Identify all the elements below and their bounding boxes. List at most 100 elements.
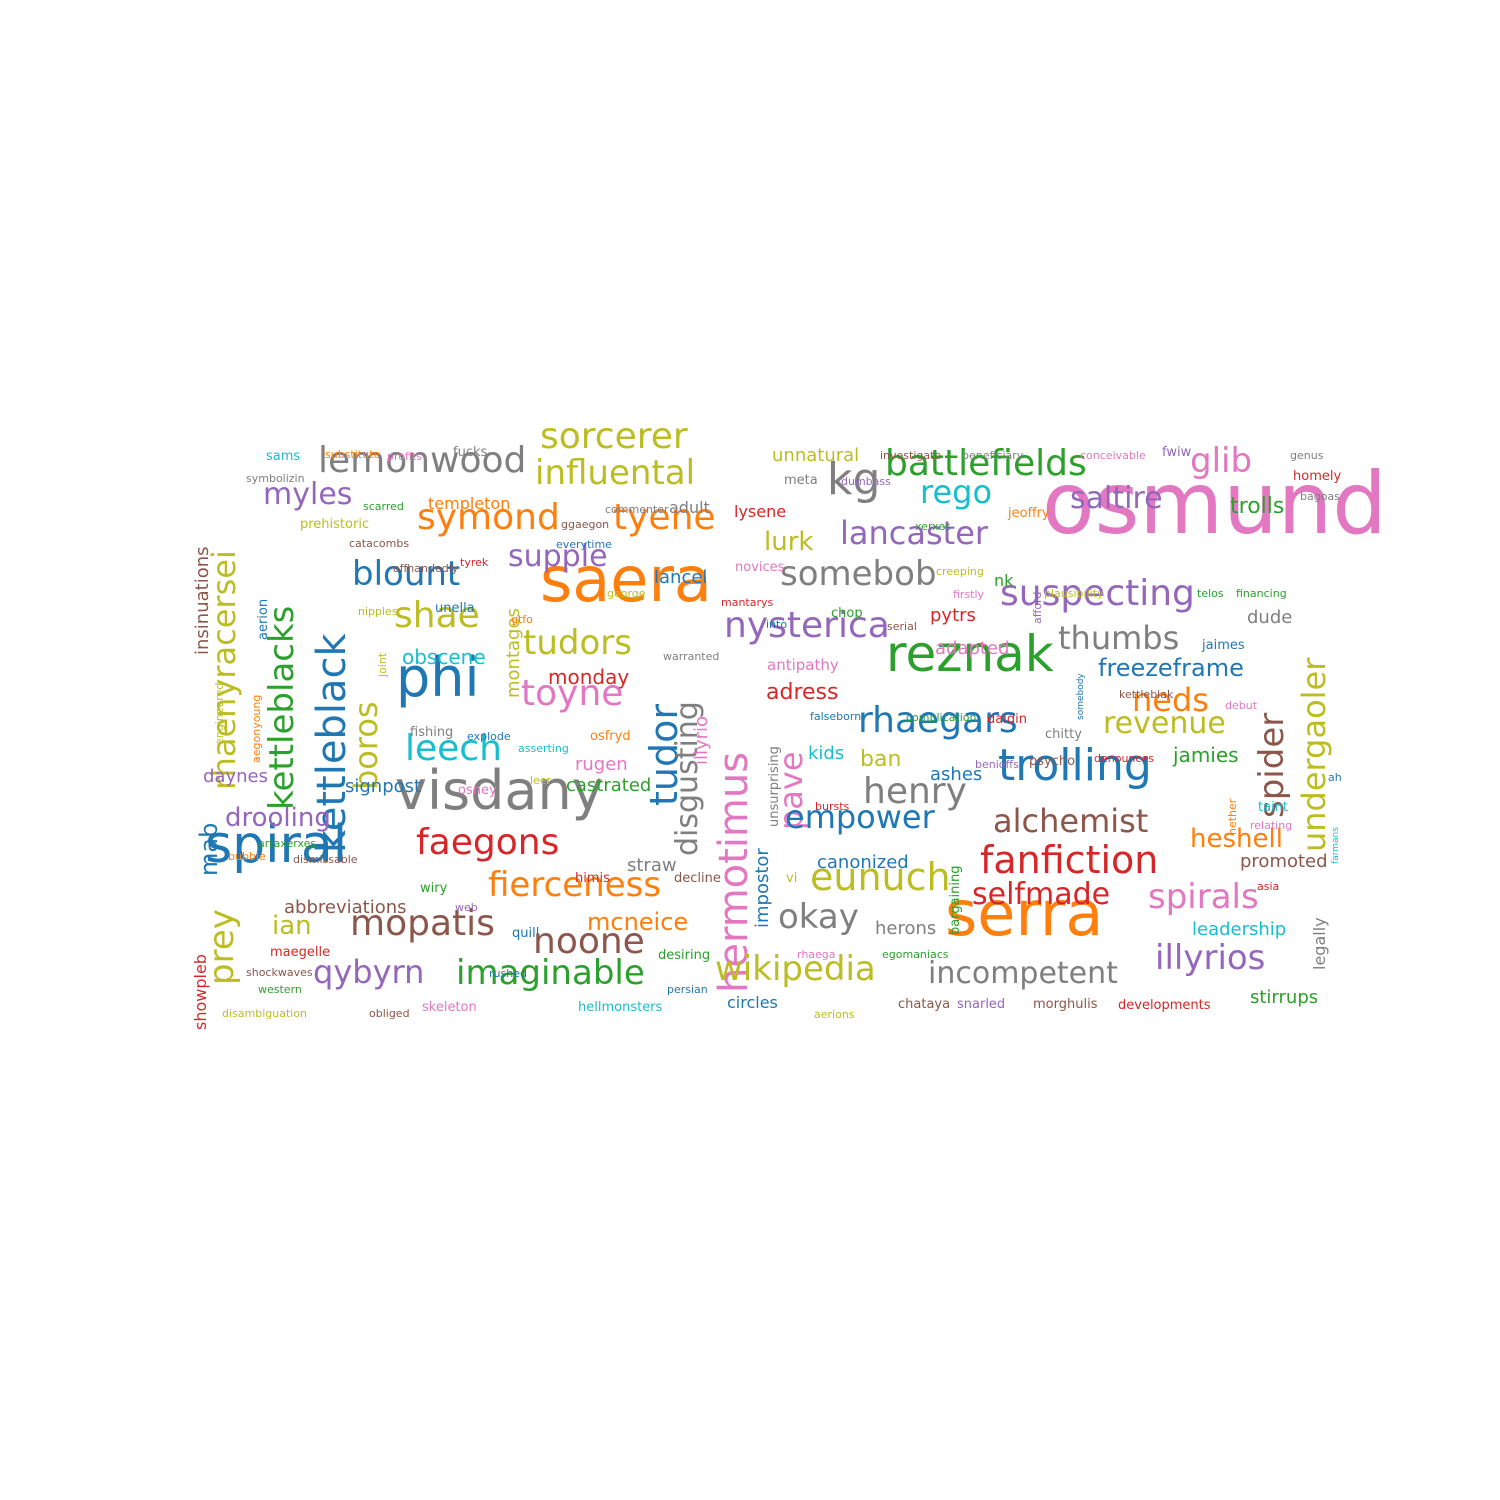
word-warranted: warranted	[663, 650, 720, 663]
word-nipples: nipples	[358, 605, 398, 618]
word-canonized: canonized	[817, 852, 909, 873]
word-farmans: farmans	[1331, 827, 1341, 864]
word-everytime: everytime	[556, 538, 612, 551]
word-spirals: spirals	[1148, 877, 1259, 917]
word-ban: ban	[860, 747, 902, 772]
word-neds: neds	[1132, 681, 1209, 719]
word-lancaster: lancaster	[840, 514, 989, 552]
word-joint: joint	[376, 652, 389, 677]
word-desiring: desiring	[658, 948, 711, 963]
word-saltire: saltire	[1070, 481, 1163, 516]
word-genus: genus	[1290, 449, 1324, 462]
word-maegelle: maegelle	[270, 945, 331, 960]
word-taint: taint	[1258, 800, 1289, 815]
word-leech: leech	[405, 728, 502, 769]
word-egomaniacs: egomaniacs	[882, 948, 949, 961]
word-aegonyoung: aegonyoung	[250, 694, 263, 763]
word-falseborn: falseborn	[810, 710, 862, 723]
word-investigate: investigate	[880, 449, 942, 462]
word-noone: noone	[533, 921, 645, 962]
word-into: into	[766, 618, 788, 631]
word-disambiguation: disambiguation	[222, 1007, 308, 1020]
word-somebob: somebob	[780, 554, 937, 594]
word-insinuations: insinuations	[192, 546, 213, 656]
word-meta: meta	[784, 473, 818, 488]
word-rhaegars: rhaegars	[858, 700, 1018, 741]
word-faegons: faegons	[416, 822, 560, 863]
word-reznak: reznak	[886, 625, 1054, 683]
word-shae: shae	[394, 595, 480, 636]
word-quill: quill	[512, 926, 540, 941]
word-visdany: visdany	[395, 759, 604, 822]
word-undergaoler: undergaoler	[1295, 657, 1333, 852]
word-prey: prey	[202, 909, 242, 985]
word-mab: mab	[195, 822, 223, 876]
word-somebody: somebody	[1076, 673, 1086, 720]
word-nether: nether	[1226, 798, 1239, 835]
word-ashes: ashes	[930, 764, 983, 785]
word-financing: financing	[1236, 587, 1287, 600]
word-tyene: tyene	[613, 497, 716, 538]
word-denounces: denounces	[1094, 752, 1154, 765]
word-hellmonsters: hellmonsters	[578, 1000, 663, 1015]
word-explode: explode	[467, 730, 511, 743]
word-symond: symond	[417, 497, 560, 538]
word-rugen: rugen	[575, 754, 628, 775]
word-telos: telos	[1197, 587, 1224, 600]
word-rego: rego	[920, 473, 993, 511]
word-vi: vi	[786, 871, 798, 886]
word-promoted: promoted	[1240, 851, 1328, 872]
word-saera: saera	[540, 543, 712, 616]
word-blount: blount	[352, 554, 461, 594]
word-templeton: templeton	[428, 494, 511, 513]
word-benioffs: benioffs	[975, 758, 1019, 771]
word-bagoas: bagoas	[1300, 490, 1340, 503]
word-bursts: bursts	[815, 800, 850, 813]
word-shockwaves: shockwaves	[246, 966, 313, 979]
word-osney: osney	[458, 783, 497, 798]
word-osfryd: osfryd	[590, 729, 631, 744]
word-nysterica: nysterica	[724, 605, 890, 646]
word-fierceness: fierceness	[488, 865, 662, 905]
word-incompetent: incompetent	[928, 956, 1118, 991]
word-asserting: asserting	[518, 742, 569, 755]
word-offhandedly: offhandedly	[393, 562, 459, 575]
word-afford: afford	[1031, 591, 1044, 624]
word-mopatis: mopatis	[350, 903, 495, 944]
word-developments: developments	[1118, 998, 1211, 1013]
word-mantarys: mantarys	[721, 596, 774, 609]
word-trolling: trolling	[998, 740, 1152, 791]
word-showpleb: showpleb	[191, 954, 210, 1030]
word-monday: monday	[548, 665, 630, 689]
word-dumbass: dumbass	[841, 475, 891, 488]
word-freezeframe: freezeframe	[1098, 654, 1244, 682]
word-sorcerer: sorcerer	[540, 416, 688, 457]
word-ggaegon: ggaegon	[561, 518, 610, 531]
word-profits: profits	[387, 450, 422, 463]
word-unella: unella	[435, 601, 475, 616]
word-serra: serra	[945, 877, 1104, 950]
word-debut: debut	[1225, 699, 1258, 712]
word-wiry: wiry	[420, 881, 448, 896]
word-illyrios: illyrios	[1155, 938, 1266, 978]
word-plausibility: plausibility	[1044, 587, 1104, 600]
word-commenter: commenter	[605, 503, 669, 516]
word-illyrio: illyrio	[691, 715, 712, 765]
word-bargaining: bargaining	[948, 865, 963, 935]
word-eunuch: eunuch	[810, 855, 951, 899]
word-fucks: fucks	[453, 445, 488, 460]
word-novices: novices	[735, 560, 785, 575]
word-trolls: trolls	[1230, 494, 1285, 519]
word-obliged: obliged	[369, 1007, 410, 1020]
word-adult: adult	[669, 498, 710, 517]
word-jaimes: jaimes	[1202, 638, 1245, 653]
word-obscene: obscene	[402, 645, 486, 669]
word-decline: decline	[674, 871, 721, 886]
word-tyrek: tyrek	[460, 556, 489, 569]
word-lurk: lurk	[764, 527, 814, 557]
word-rushed: rushed	[489, 967, 527, 980]
word-dude: dude	[1247, 607, 1293, 628]
word-jeoffry: jeoffry	[1008, 506, 1050, 521]
word-glib: glib	[1190, 441, 1253, 481]
